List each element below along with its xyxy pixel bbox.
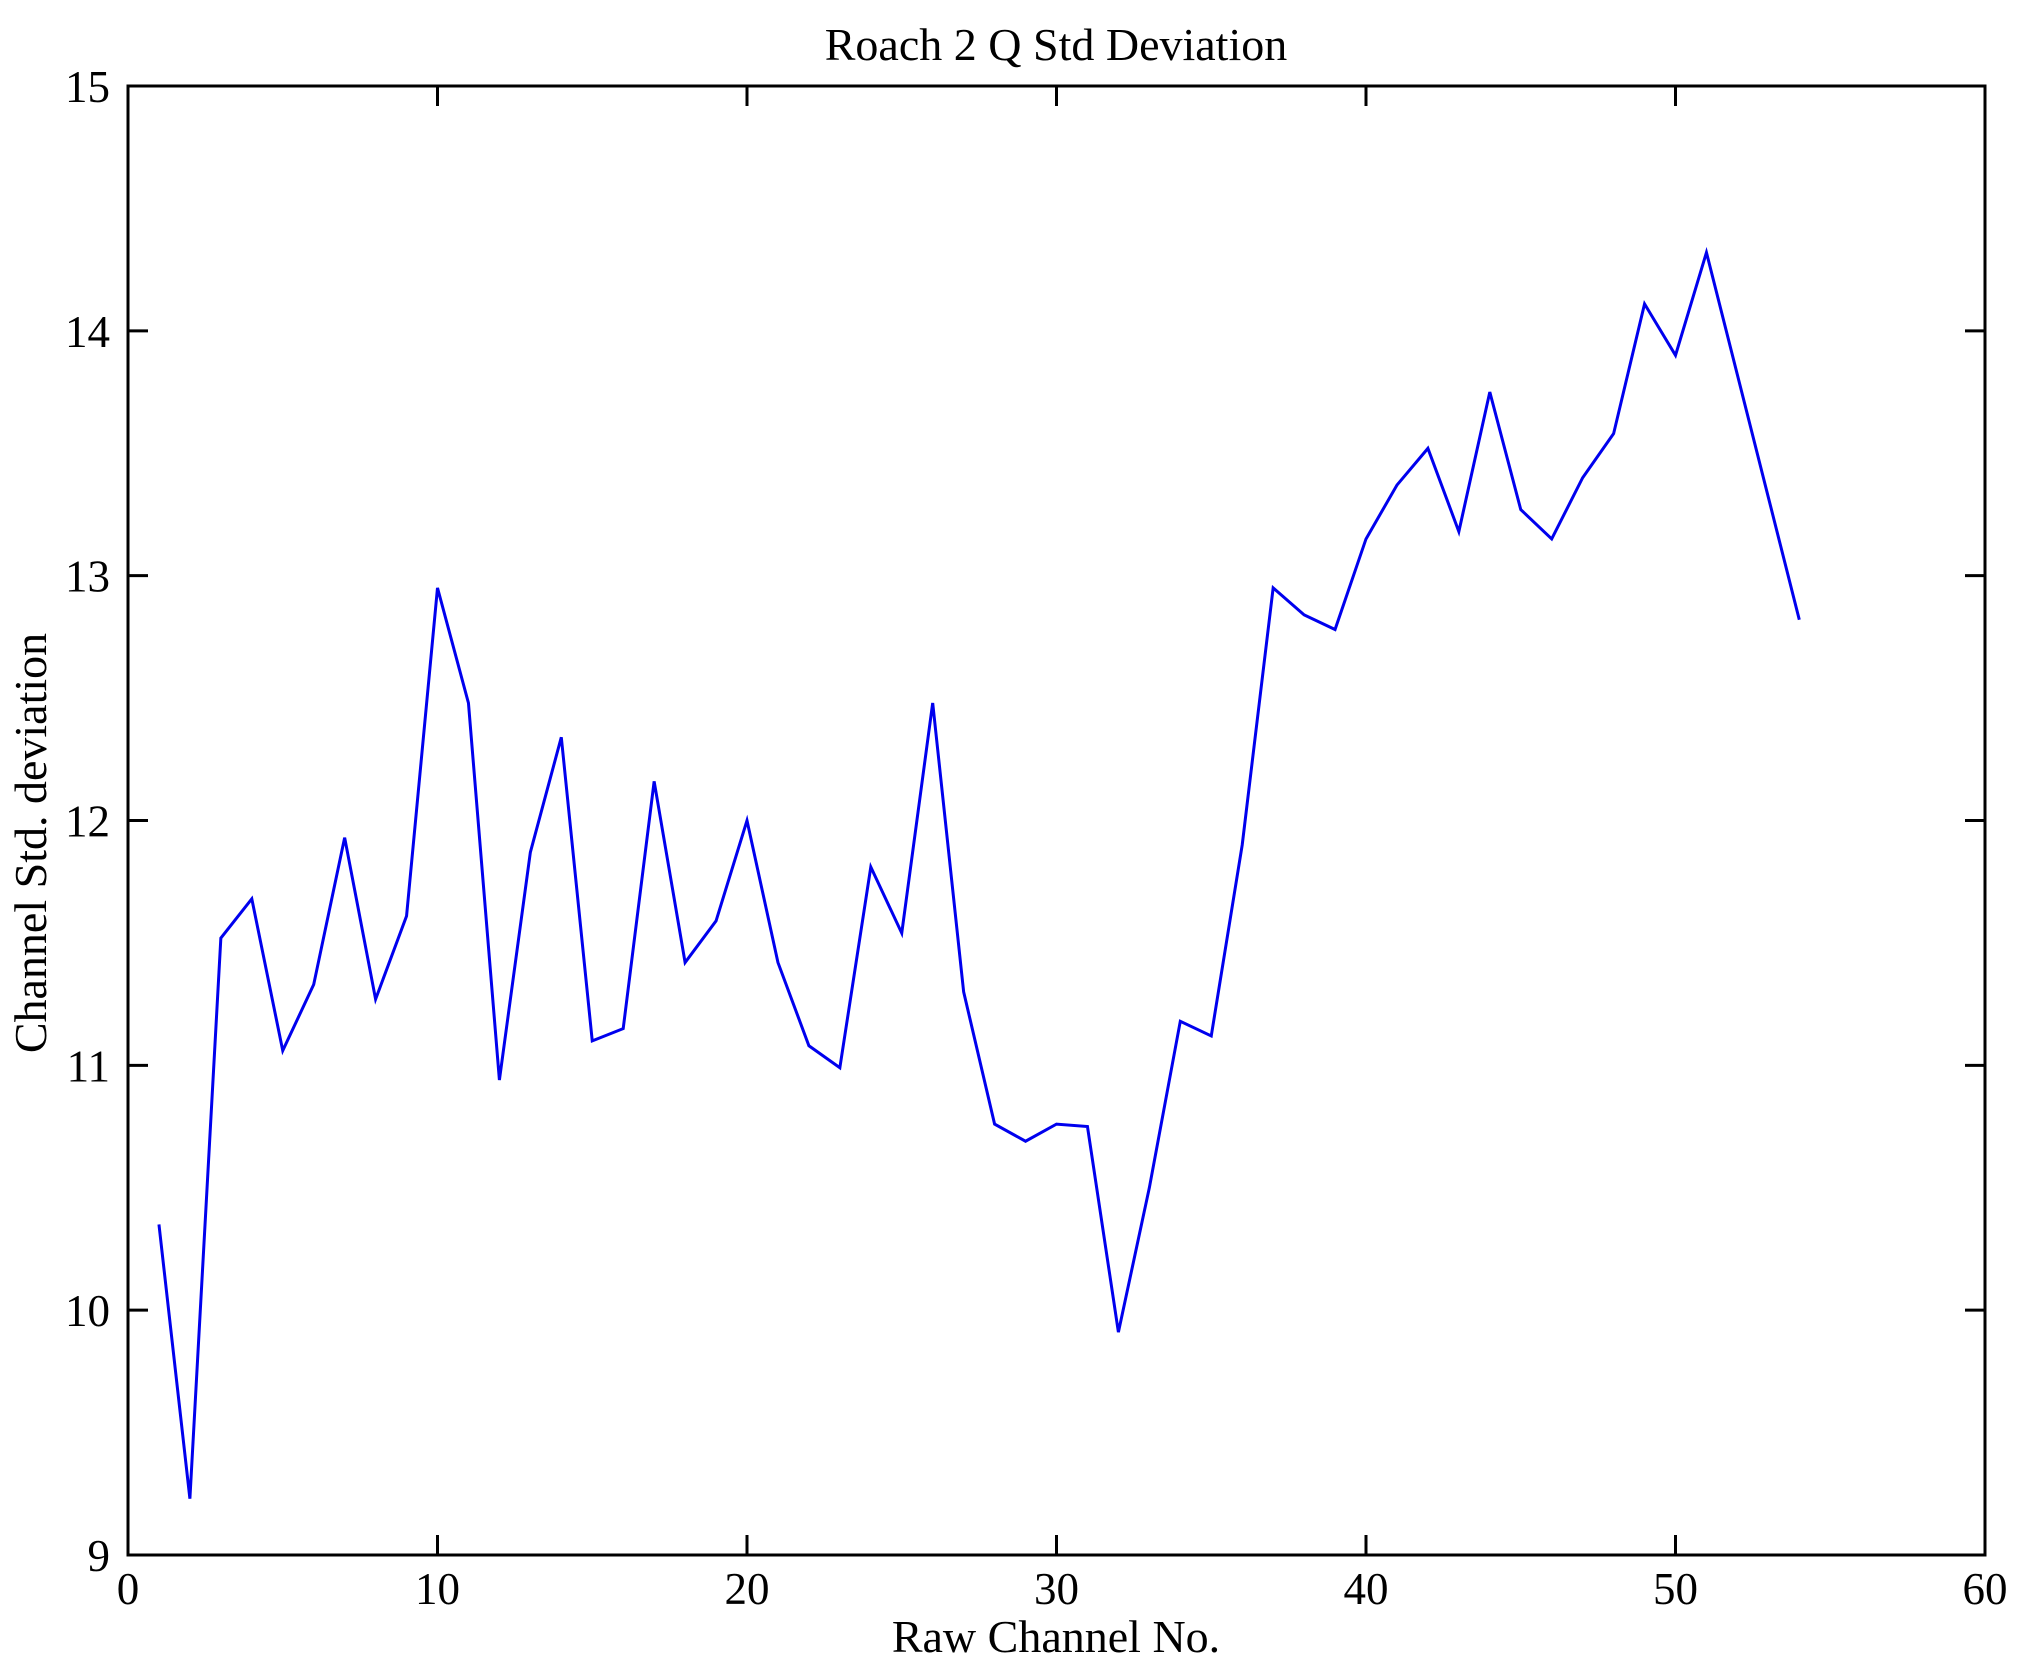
y-tick-label: 9 [88, 1531, 111, 1581]
x-tick-label: 60 [1963, 1564, 2008, 1614]
axis-tick-labels: 0 10 20 30 40 50 60 9 10 11 12 13 14 15 [65, 62, 2008, 1614]
x-tick-label: 0 [117, 1564, 140, 1614]
x-tick-label: 20 [725, 1564, 770, 1614]
y-tick-label: 13 [65, 552, 110, 602]
x-tick-label: 10 [415, 1564, 460, 1614]
y-tick-label: 11 [67, 1041, 110, 1091]
data-series [157, 246, 1801, 1499]
y-tick-label: 14 [65, 307, 110, 357]
data-polyline [157, 246, 1801, 1499]
chart-title: Roach 2 Q Std Deviation [825, 19, 1288, 70]
axes-box [126, 84, 1987, 1557]
x-axis-label: Raw Channel No. [892, 1611, 1220, 1662]
x-tick-label: 50 [1653, 1564, 1698, 1614]
y-tick-label: 15 [65, 62, 110, 112]
y-axis-label: Channel Std. deviation [5, 633, 56, 1053]
axis-box [126, 84, 1987, 1557]
x-tick-label: 30 [1034, 1564, 1079, 1614]
axis-ticks [126, 84, 1987, 1557]
x-tick-label: 40 [1344, 1564, 1389, 1614]
y-tick-label: 12 [65, 797, 110, 847]
y-tick-label: 10 [65, 1286, 110, 1336]
